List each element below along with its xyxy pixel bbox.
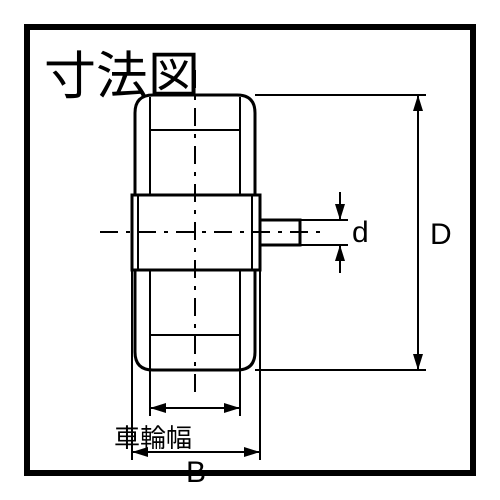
dimension-label-wheel-width: 車輪幅: [114, 418, 192, 455]
dimension-label-B: B: [186, 456, 206, 490]
dimension-label-d: d: [352, 216, 369, 250]
dimension-label-D: D: [430, 218, 452, 252]
diagram-stage: 寸法図 D d 車輪幅 B: [0, 0, 500, 500]
diagram-svg: [0, 0, 500, 500]
